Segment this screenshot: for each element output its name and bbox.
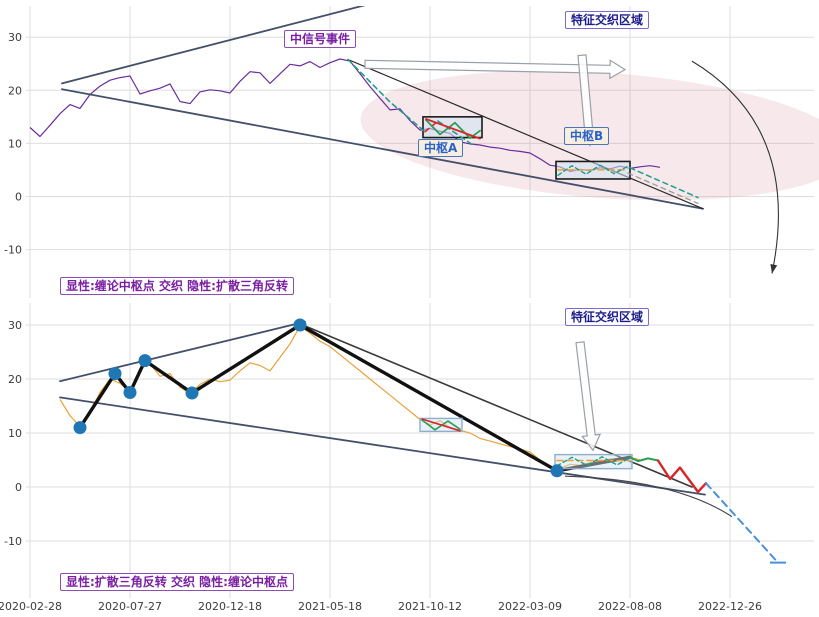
- svg-text:2022-12-26: 2022-12-26: [698, 600, 762, 613]
- svg-text:2022-08-08: 2022-08-08: [598, 600, 662, 613]
- svg-text:0: 0: [15, 481, 22, 494]
- svg-text:-10: -10: [4, 244, 22, 257]
- svg-text:2021-10-12: 2021-10-12: [398, 600, 462, 613]
- annotation-summary-bottom: 显性:扩散三角反转 交织 隐性:缠论中枢点: [60, 573, 294, 591]
- svg-text:-10: -10: [4, 535, 22, 548]
- svg-text:10: 10: [8, 137, 22, 150]
- annotation-feature-zone-bottom: 特征交织区域: [565, 308, 650, 326]
- panel-top-yticklabels: -10 0 10 20 30: [4, 31, 22, 256]
- svg-text:20: 20: [8, 84, 22, 97]
- annotation-summary-top: 显性:缠论中枢点 交织 隐性:扩散三角反转: [60, 277, 294, 295]
- annotation-pivot-a-label: 中枢A: [418, 139, 464, 157]
- panel-bottom: [26, 303, 814, 598]
- svg-text:30: 30: [8, 31, 22, 44]
- annotation-feature-zone-top: 特征交织区域: [565, 11, 650, 29]
- svg-text:0: 0: [15, 191, 22, 204]
- svg-text:2020-12-18: 2020-12-18: [198, 600, 262, 613]
- svg-text:2022-03-09: 2022-03-09: [498, 600, 562, 613]
- svg-text:2020-07-27: 2020-07-27: [98, 600, 162, 613]
- svg-text:20: 20: [8, 373, 22, 386]
- panel-bottom-yticklabels: -10 0 10 20 30: [4, 319, 22, 548]
- x-axis-labels: 2020-02-28 2020-07-27 2020-12-18 2021-05-18…: [0, 600, 762, 613]
- svg-text:2021-05-18: 2021-05-18: [298, 600, 362, 613]
- annotation-pivot-b-label: 中枢B: [564, 127, 610, 145]
- annotation-signal-event: 中信号事件: [284, 30, 357, 48]
- svg-text:30: 30: [8, 319, 22, 332]
- svg-text:10: 10: [8, 427, 22, 440]
- svg-text:2020-02-28: 2020-02-28: [0, 600, 62, 613]
